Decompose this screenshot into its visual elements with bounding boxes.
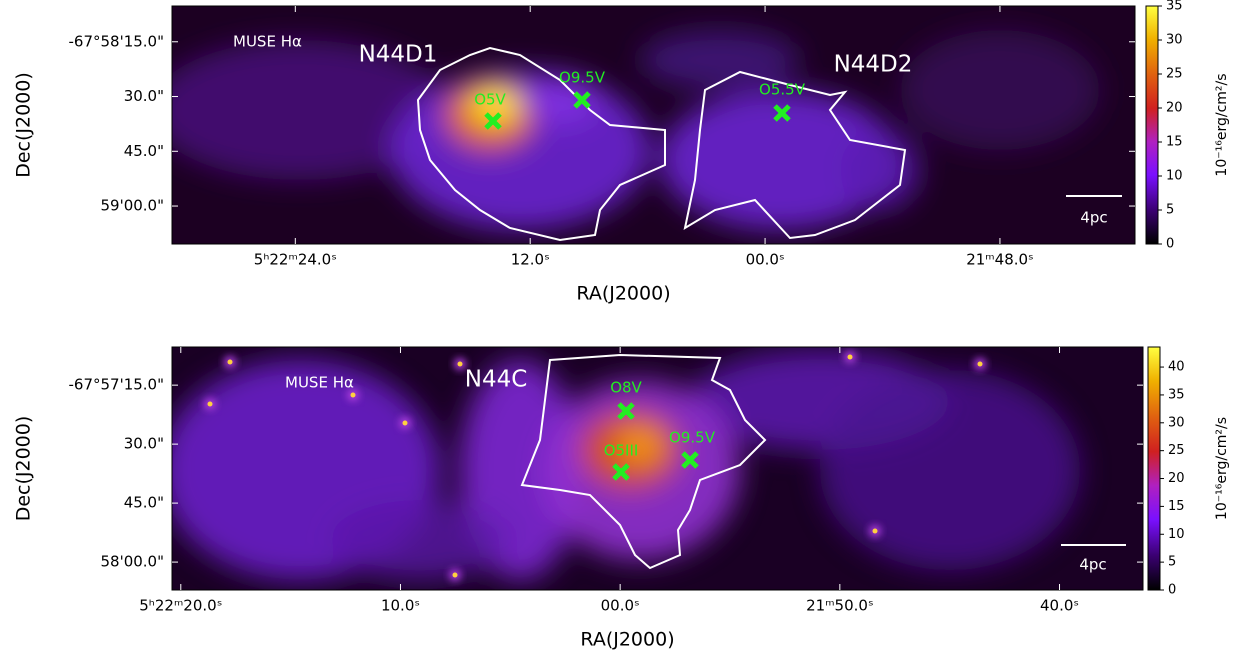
y-tick-label: 30.0" xyxy=(124,435,164,453)
star-point xyxy=(978,362,983,367)
star-point xyxy=(403,421,408,426)
y-tick-label: 58'00.0" xyxy=(100,553,164,571)
region-label: N44C xyxy=(465,367,528,393)
star-label: O5V xyxy=(474,91,506,109)
region-label: N44D1 xyxy=(359,42,438,68)
emission-blob xyxy=(820,370,1080,570)
colorbar-tick-label: 25 xyxy=(1168,443,1185,458)
x-tick-label: 12.0ˢ xyxy=(511,251,550,269)
star-point xyxy=(351,393,356,398)
y-tick-label: 45.0" xyxy=(124,142,164,160)
page: {"chart_data": [ {"type": "image", "titl… xyxy=(0,0,1238,651)
x-tick-label: 21ᵐ48.0ˢ xyxy=(966,251,1033,269)
colorbar-tick-label: 5 xyxy=(1168,555,1176,570)
colorbar-tick-label: 35 xyxy=(1168,387,1185,402)
colorbar-tick-label: 0 xyxy=(1166,237,1174,252)
x-tick-label: 10.0ˢ xyxy=(381,597,420,615)
star-point xyxy=(453,573,458,578)
emission-blob xyxy=(840,130,920,210)
star-label: O5.5V xyxy=(759,81,806,99)
x-tick-label: 00.0ˢ xyxy=(601,597,640,615)
colorbar-tick-label: 30 xyxy=(1166,33,1183,48)
colorbar-tick-label: 25 xyxy=(1166,67,1183,82)
y-axis-label: Dec(J2000) xyxy=(13,72,35,178)
x-tick-label: 21ᵐ50.0ˢ xyxy=(806,597,873,615)
emission-blob xyxy=(900,30,1100,150)
star-label: O8V xyxy=(610,379,642,397)
star-point xyxy=(228,360,233,365)
star-label: O5III xyxy=(604,442,639,460)
y-tick-label: 30.0" xyxy=(124,87,164,105)
colorbar-label: 10⁻¹⁶erg/cm²/s xyxy=(1214,417,1230,520)
star-point xyxy=(873,529,878,534)
colorbar-tick-label: 30 xyxy=(1168,415,1185,430)
colorbar-tick-label: 10 xyxy=(1166,169,1183,184)
x-tick-label: 40.0ˢ xyxy=(1040,597,1079,615)
y-tick-label: -67°57'15.0" xyxy=(68,376,164,394)
star-label: O9.5V xyxy=(669,429,716,447)
colorbar-tick-label: 20 xyxy=(1168,471,1185,486)
y-axis-label: Dec(J2000) xyxy=(13,416,35,522)
colorbar-tick-label: 40 xyxy=(1168,360,1185,375)
y-tick-label: 59'00.0" xyxy=(100,197,164,215)
region-label: N44D2 xyxy=(834,52,913,78)
colorbar xyxy=(1146,6,1158,244)
colorbar-label: 10⁻¹⁶erg/cm²/s xyxy=(1214,73,1230,176)
colorbar-tick-label: 20 xyxy=(1166,101,1183,116)
colorbar-tick-label: 35 xyxy=(1166,0,1183,14)
x-tick-label: 00.0ˢ xyxy=(746,251,785,269)
figure: MUSE Hα N44D1 N44D2 O5V O9.5V O5.5V 4pc 5ʰ22ᵐ24… xyxy=(0,0,1238,651)
y-tick-label: -67°58'15.0" xyxy=(68,32,164,50)
y-tick-label: 45.0" xyxy=(124,494,164,512)
star-point xyxy=(848,355,853,360)
colorbar-tick-label: 10 xyxy=(1168,527,1185,542)
x-tick-label: 5ʰ22ᵐ24.0ˢ xyxy=(254,251,337,269)
x-axis-label: RA(J2000) xyxy=(576,283,670,305)
colorbar-tick-label: 5 xyxy=(1166,203,1174,218)
panel-title: MUSE Hα xyxy=(233,33,302,51)
star-point xyxy=(208,402,213,407)
panel-title: MUSE Hα xyxy=(285,374,354,392)
colorbar xyxy=(1148,347,1160,590)
x-axis-label: RA(J2000) xyxy=(580,629,674,651)
scale-bar-label: 4pc xyxy=(1080,209,1107,227)
colorbar-tick-label: 15 xyxy=(1166,135,1183,150)
colorbar-tick-label: 0 xyxy=(1168,583,1176,598)
emission-blob xyxy=(330,500,510,580)
star-label: O9.5V xyxy=(559,69,606,87)
star-point xyxy=(458,362,463,367)
scale-bar-label: 4pc xyxy=(1079,556,1106,574)
colorbar-tick-label: 15 xyxy=(1168,499,1185,514)
x-tick-label: 5ʰ22ᵐ20.0ˢ xyxy=(139,597,222,615)
